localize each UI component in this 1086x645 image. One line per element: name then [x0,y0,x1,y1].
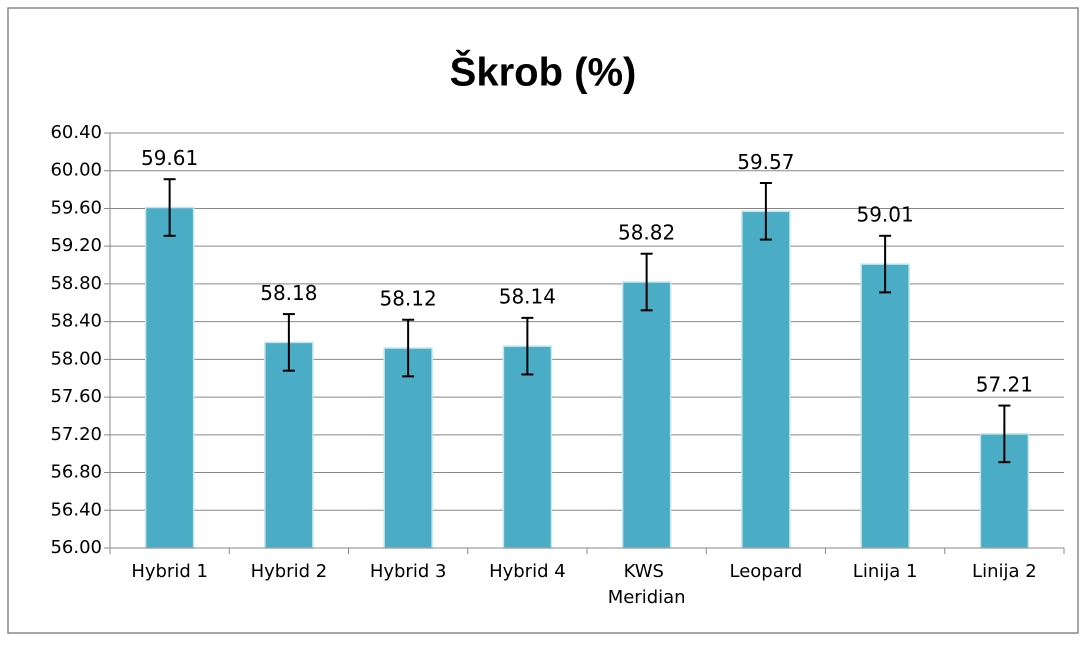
data-label: 57.21 [976,372,1033,396]
y-tick-label: 57.20 [50,424,102,445]
x-tick-label: Hybrid 4 [489,561,566,582]
bar [741,210,791,549]
chart-title: Škrob (%) [450,49,637,95]
data-label: 58.12 [379,287,436,311]
x-tick-label: Leopard [729,561,802,582]
x-tick-label: Linija 1 [853,561,918,582]
data-label: 59.01 [856,203,913,227]
error-bar [998,404,1011,464]
y-tick-label: 58.00 [50,348,102,369]
bar [144,206,195,549]
bar [264,341,314,549]
bar [383,347,433,549]
bar [621,281,672,549]
y-tick-label: 56.40 [50,499,102,520]
y-tick-label: 60.00 [50,160,102,181]
x-tick-label: Hybrid 2 [251,561,328,582]
data-label: 58.18 [260,281,317,305]
y-tick-label: 59.60 [50,197,102,218]
data-label: 58.82 [618,221,675,245]
data-label: 58.14 [499,285,556,309]
x-tick-label: Hybrid 3 [370,561,447,582]
y-tick-label: 60.40 [50,122,102,143]
error-bar [879,234,892,294]
error-bar [402,318,415,378]
y-tick-label: 58.40 [50,311,102,332]
error-bar [759,181,772,241]
bar [860,263,910,549]
x-tick-label: Hybrid 1 [131,561,208,582]
y-tick-label: 57.60 [50,386,102,407]
data-label: 59.61 [141,146,198,170]
y-tick-label: 56.00 [50,537,102,558]
error-bar [521,316,534,376]
bar [502,345,553,549]
error-bar [163,178,176,237]
error-bar [640,252,653,312]
data-label: 59.57 [737,150,794,174]
x-tick-label: KWS Meridian [608,561,686,608]
x-tick-label: Linija 2 [972,561,1037,582]
y-tick-label: 56.80 [50,462,102,483]
y-tick-label: 59.20 [50,235,102,256]
error-bar [282,313,295,372]
y-tick-label: 58.80 [50,273,102,294]
